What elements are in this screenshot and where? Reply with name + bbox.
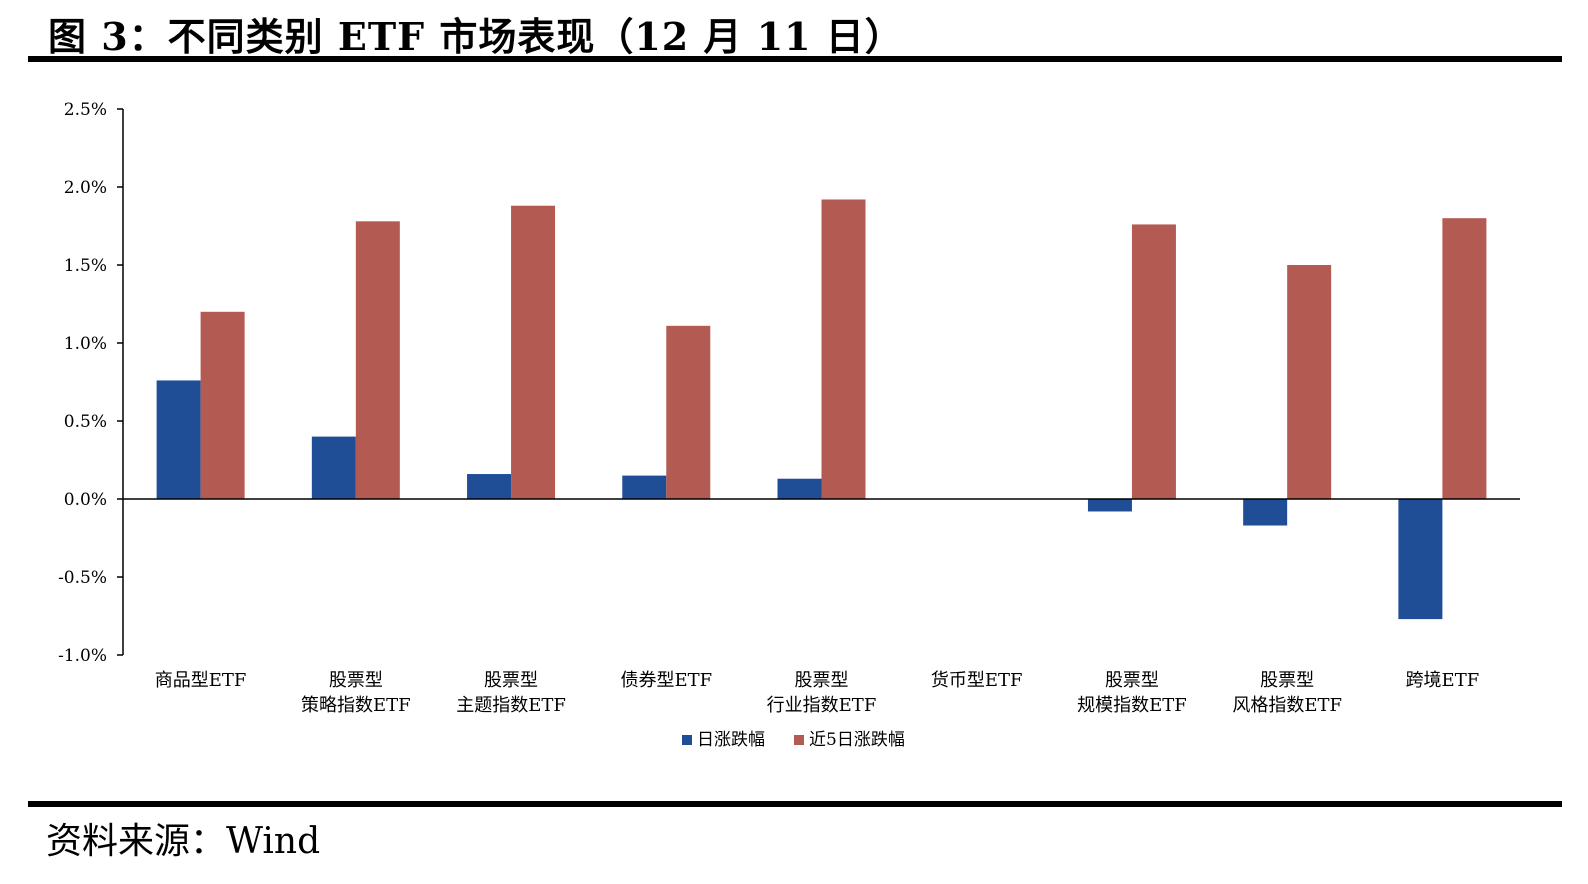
bar-daily [1398,499,1443,620]
bar-five-day [355,221,400,499]
bar-daily [777,478,822,499]
category-label: 风格指数ETF [1232,695,1342,716]
bar-five-day [821,199,866,499]
legend-label: 近5日涨跌幅 [809,730,905,750]
category-label: 策略指数ETF [301,695,411,716]
y-tick-label: 2.0% [64,178,107,198]
bar-daily [311,436,356,499]
top-rule [28,56,1562,62]
bar-five-day [200,311,245,499]
category-label: 股票型 [795,670,849,691]
category-label: 股票型 [1260,670,1314,691]
bar-five-day [511,205,556,499]
y-tick-label: 1.0% [64,334,107,354]
bar-daily [1243,499,1288,526]
category-label: 主题指数ETF [456,695,566,716]
legend-swatch [794,735,804,745]
bar-daily [1087,499,1132,512]
bar-five-day [1287,265,1332,499]
category-label: 跨境ETF [1406,670,1480,691]
bottom-rule [28,801,1562,807]
bar-five-day [1442,218,1487,499]
y-tick-label: -1.0% [58,646,107,666]
category-label: 货币型ETF [931,670,1023,691]
y-tick-label: 0.0% [64,490,107,510]
source-note: 资料来源：Wind [46,821,321,862]
bar-daily [467,474,512,499]
legend-label: 日涨跌幅 [697,730,765,750]
bar-daily [622,475,667,499]
bar-five-day [1131,224,1176,499]
y-tick-label: 2.5% [64,100,107,120]
category-label: 规模指数ETF [1077,695,1187,716]
legend-swatch [682,735,692,745]
category-label: 行业指数ETF [767,695,877,716]
category-label: 债券型ETF [620,670,712,691]
bar-daily [156,380,201,499]
y-tick-label: -0.5% [58,568,107,588]
category-label: 股票型 [1105,670,1159,691]
category-label: 股票型 [484,670,538,691]
category-label: 股票型 [329,670,383,691]
y-tick-label: 1.5% [64,256,107,276]
etf-bar-chart: 2.5% 2.0% 1.5% 1.0% 0.5% 0.0% -0.5% -1.0% 商品型ETF… [58,100,1520,750]
y-tick-label: 0.5% [64,412,107,432]
category-label: 商品型ETF [155,670,247,691]
bar-five-day [666,325,711,499]
figure-title: 图 3：不同类别 ETF 市场表现（12 月 11 日） [48,14,904,59]
